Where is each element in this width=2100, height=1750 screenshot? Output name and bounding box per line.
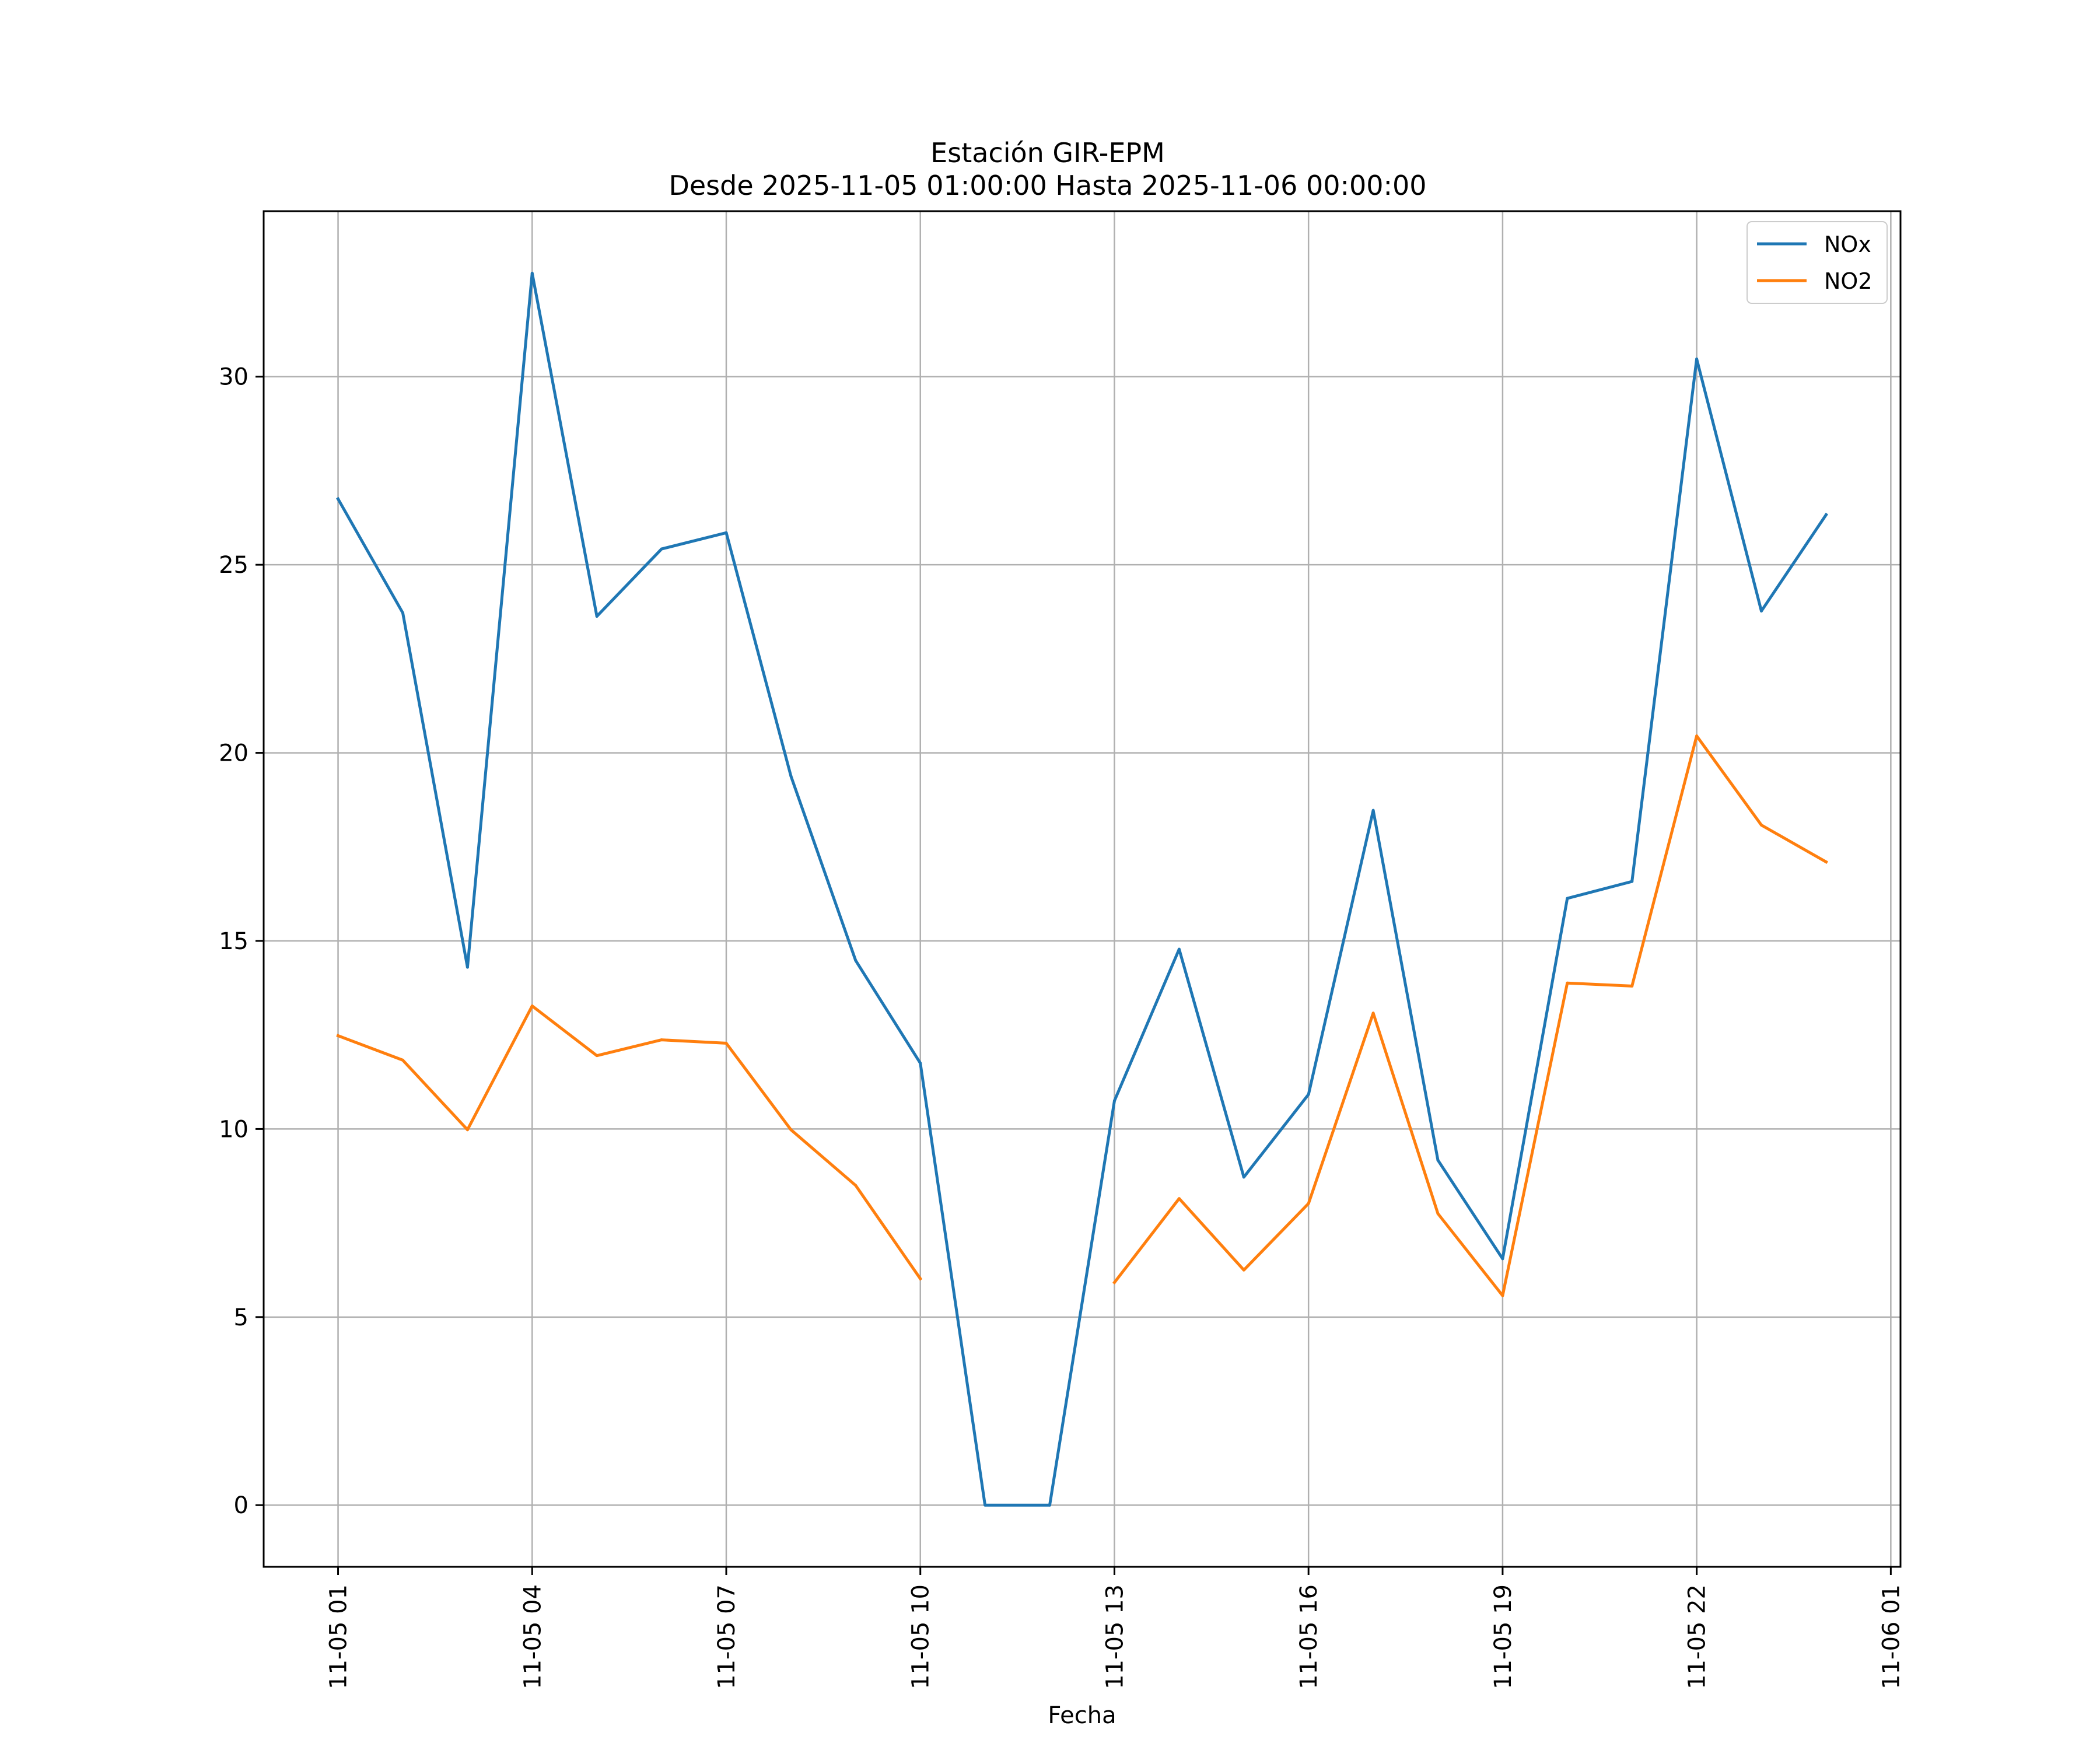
- data-point-nox: [595, 614, 598, 618]
- data-point-nox: [1242, 1175, 1245, 1179]
- data-point-nox: [984, 1503, 987, 1507]
- data-point-no2: [1760, 823, 1763, 827]
- y-tick-label: 20: [219, 740, 249, 767]
- data-point-nox: [466, 965, 469, 969]
- series-line-no2: [336, 734, 1828, 1297]
- data-point-no2: [919, 1277, 922, 1280]
- data-point-nox: [1760, 609, 1763, 612]
- data-point-nox: [854, 959, 858, 963]
- series-lines: [336, 271, 1828, 1507]
- data-point-nox: [724, 531, 728, 534]
- data-point-nox: [1048, 1503, 1052, 1507]
- data-point-no2: [724, 1041, 728, 1045]
- data-point-no2: [1436, 1212, 1440, 1215]
- data-point-nox: [337, 497, 340, 501]
- x-tick-label: 11-05 16: [1296, 1584, 1322, 1689]
- data-point-nox: [919, 1062, 922, 1065]
- data-point-no2: [1695, 734, 1699, 738]
- data-point-no2: [1307, 1202, 1310, 1205]
- data-point-no2: [660, 1038, 663, 1042]
- x-tick-label: 11-05 13: [1101, 1584, 1128, 1689]
- data-point-no2: [530, 1005, 534, 1008]
- data-point-no2: [1242, 1268, 1245, 1272]
- data-point-nox: [1824, 513, 1828, 516]
- legend-label-no2: NO2: [1824, 268, 1873, 294]
- y-tick-label: 10: [219, 1116, 249, 1143]
- data-point-no2: [466, 1128, 469, 1132]
- chart-subtitle: Desde 2025-11-05 01:00:00 Hasta 2025-11-…: [668, 170, 1426, 201]
- data-point-nox: [1630, 880, 1634, 883]
- data-point-nox: [660, 547, 663, 551]
- legend-box: [1746, 221, 1888, 304]
- data-point-nox: [401, 611, 404, 615]
- data-point-nox: [1695, 357, 1699, 360]
- x-tick-label: 11-05 22: [1684, 1584, 1711, 1689]
- x-tick-label: 11-05 01: [326, 1584, 352, 1689]
- data-point-nox: [530, 271, 534, 275]
- data-point-nox: [1501, 1257, 1504, 1261]
- x-tick-label: 11-05 04: [519, 1584, 546, 1689]
- x-tick-label: 11-05 19: [1490, 1584, 1517, 1689]
- x-tick-label: 11-05 07: [713, 1584, 740, 1689]
- x-tick-label: 11-06 01: [1878, 1584, 1905, 1689]
- data-point-no2: [789, 1128, 793, 1132]
- data-point-no2: [1566, 981, 1569, 985]
- data-point-no2: [401, 1058, 404, 1062]
- data-point-no2: [1112, 1281, 1116, 1284]
- legend: NOx NO2: [1746, 221, 1888, 304]
- data-point-no2: [854, 1184, 858, 1187]
- y-tick-label: 30: [219, 364, 249, 391]
- y-tick-label: 5: [234, 1304, 249, 1331]
- data-point-no2: [595, 1054, 598, 1058]
- data-point-nox: [789, 775, 793, 778]
- data-point-nox: [1436, 1158, 1440, 1162]
- x-tick-label: 11-05 10: [908, 1584, 935, 1689]
- data-point-no2: [1824, 860, 1828, 864]
- y-tick-label: 15: [219, 928, 249, 955]
- data-point-no2: [1501, 1294, 1504, 1297]
- data-point-no2: [1177, 1197, 1181, 1200]
- grid-lines: [264, 211, 1901, 1567]
- y-axis: 0 5 10 15 20 25 30: [219, 364, 264, 1519]
- y-tick-label: 25: [219, 552, 249, 579]
- data-point-nox: [1371, 808, 1375, 812]
- data-point-no2: [1371, 1012, 1375, 1015]
- data-point-nox: [1177, 947, 1181, 951]
- chart-title: Estación GIR-EPM: [930, 137, 1165, 169]
- data-point-nox: [1566, 897, 1569, 900]
- x-axis-label: Fecha: [1048, 1702, 1116, 1729]
- x-axis: 11-05 01 11-05 04 11-05 07 11-05 10 11-05 13…: [326, 1567, 1905, 1689]
- y-tick-label: 0: [234, 1492, 249, 1519]
- series-line-nox: [336, 271, 1828, 1507]
- legend-label-nox: NOx: [1824, 232, 1871, 257]
- data-point-nox: [1112, 1099, 1116, 1102]
- data-point-no2: [337, 1034, 340, 1037]
- data-point-no2: [1630, 984, 1634, 988]
- data-point-nox: [1307, 1093, 1310, 1096]
- plot-frame: [262, 210, 1902, 1568]
